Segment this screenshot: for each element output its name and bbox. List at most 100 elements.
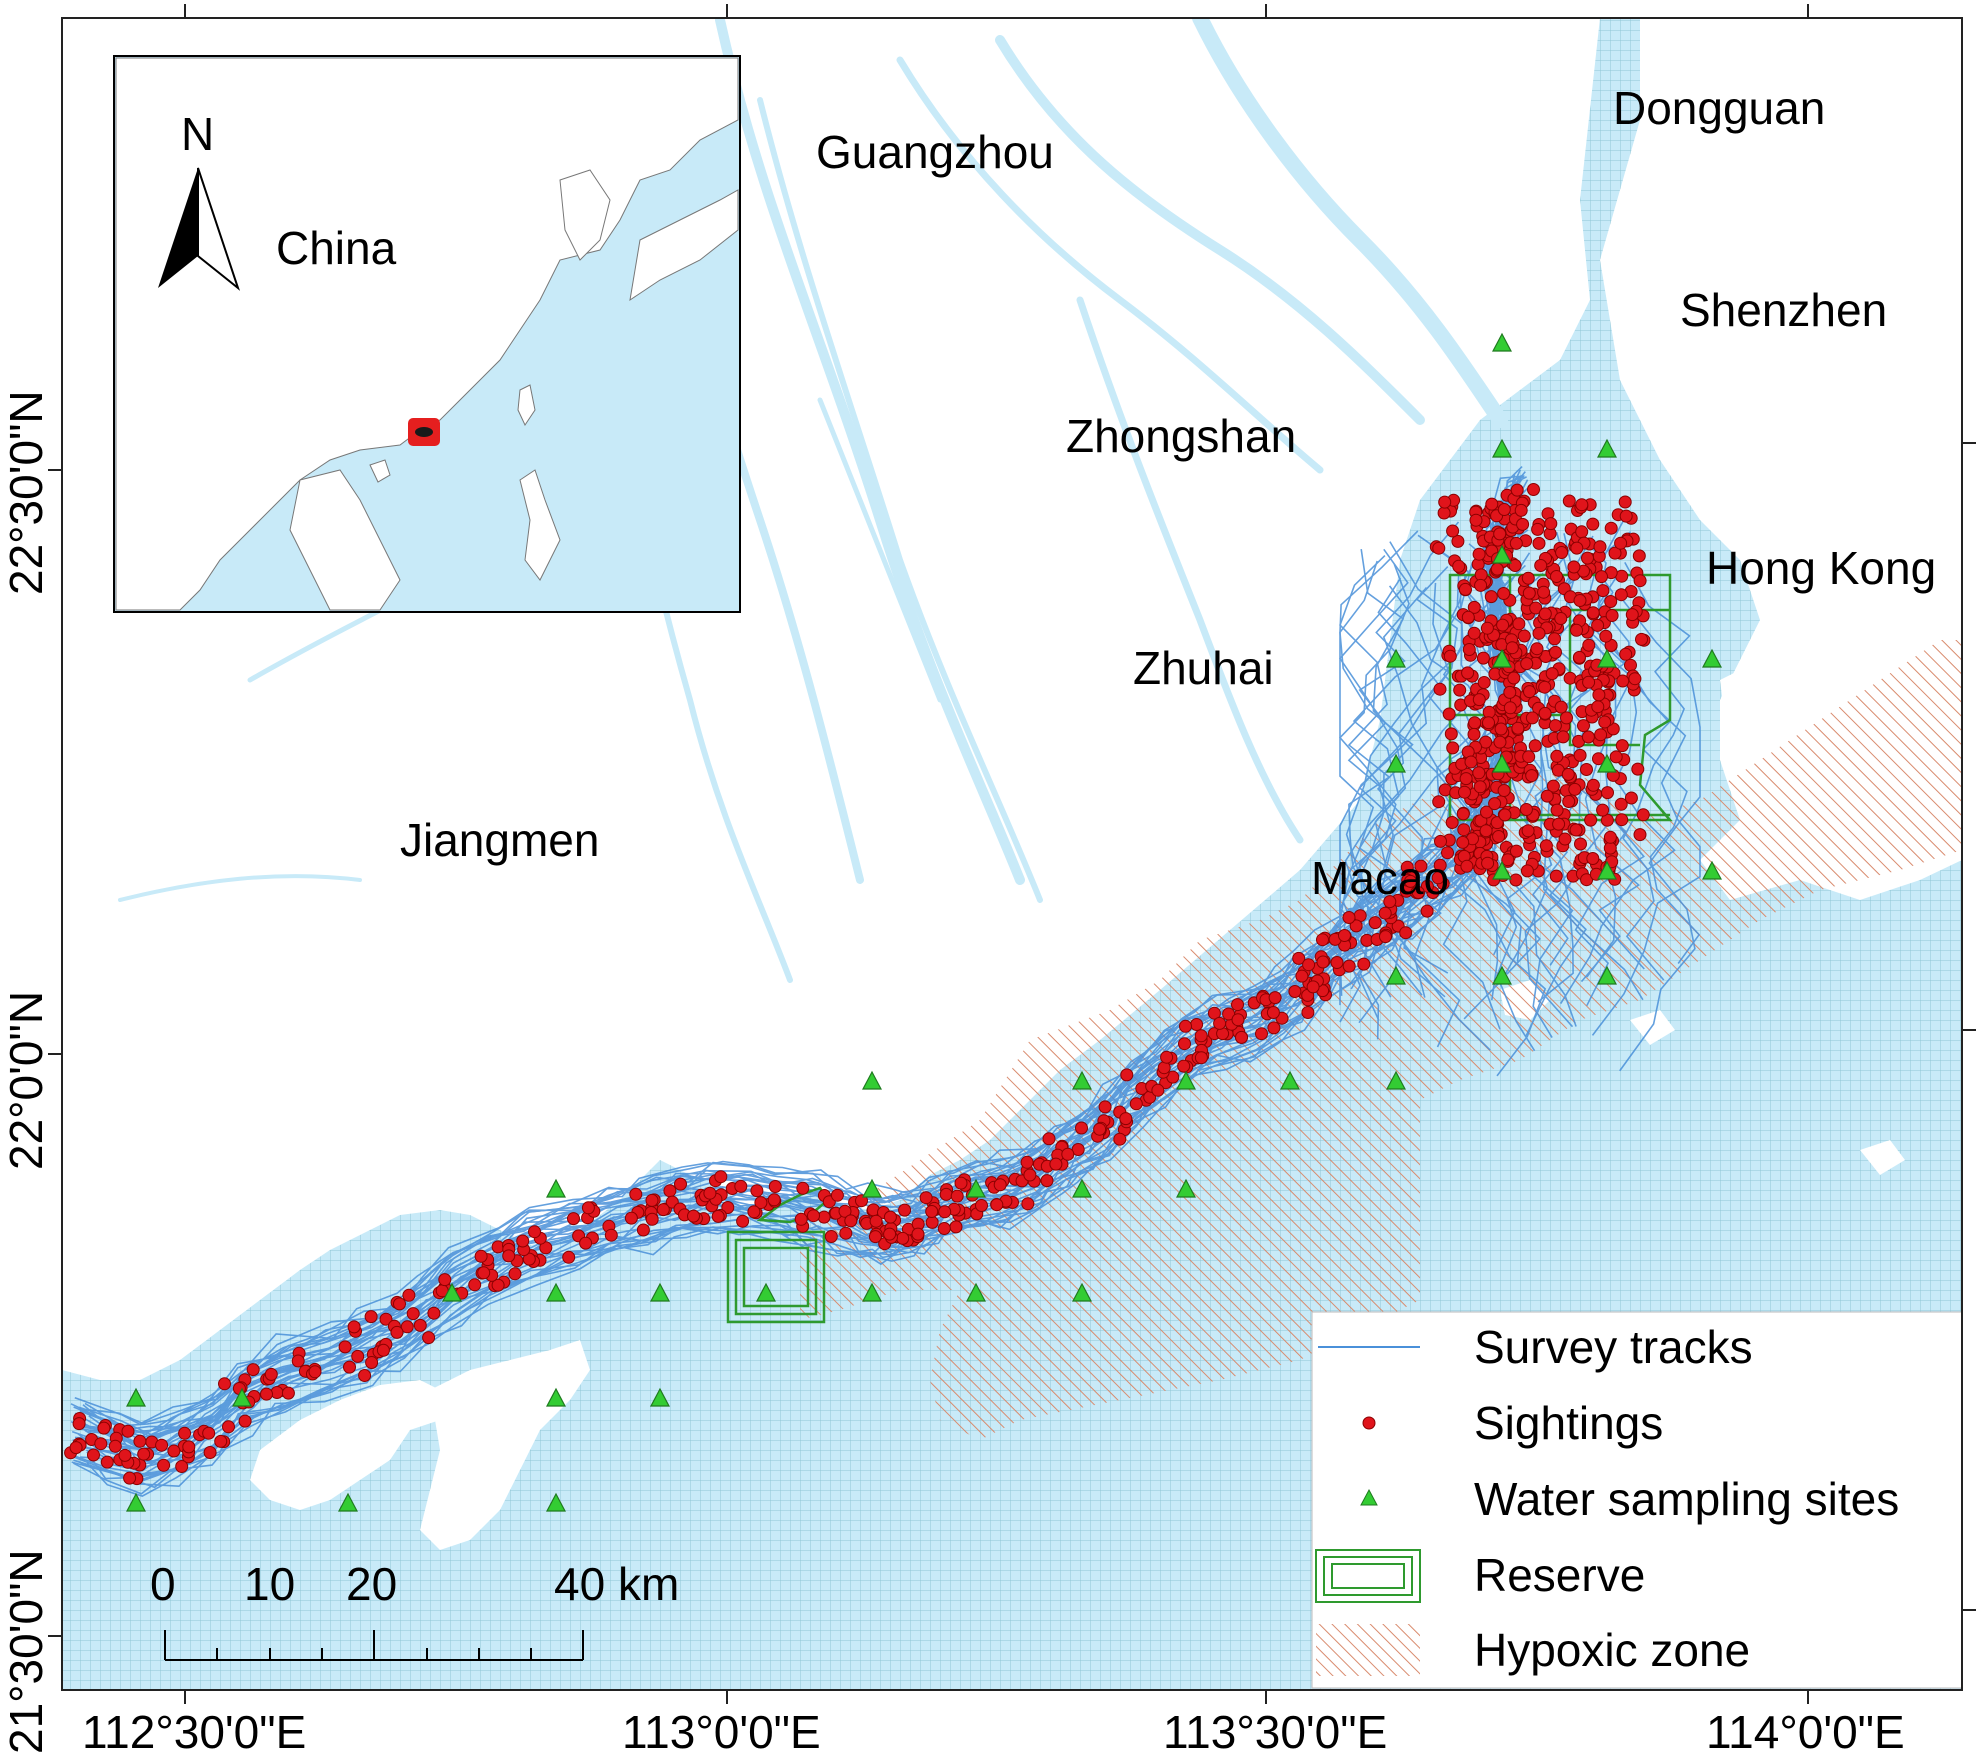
- sighting: [1548, 632, 1561, 646]
- sighting: [1503, 701, 1517, 715]
- sighting: [376, 1343, 390, 1357]
- sighting: [1442, 707, 1456, 721]
- sighting: [1609, 750, 1623, 764]
- sighting: [711, 1209, 725, 1223]
- legend-label-sightings: Sightings: [1474, 1397, 1663, 1449]
- sighting: [291, 1354, 305, 1368]
- water-sampling-site: [1492, 438, 1512, 458]
- sighting: [1222, 1007, 1236, 1021]
- sighting: [178, 1426, 192, 1440]
- sighting: [516, 1234, 530, 1248]
- sighting: [1383, 895, 1397, 909]
- water-sampling-site: [650, 1282, 670, 1302]
- lat-label-22-00: 22°0'0"N: [0, 991, 52, 1170]
- sighting: [1472, 547, 1486, 561]
- sighting: [1441, 846, 1454, 860]
- sighting: [1462, 643, 1476, 656]
- sighting: [1461, 666, 1475, 680]
- sighting: [1042, 1132, 1056, 1146]
- water-sampling-site: [1492, 965, 1512, 985]
- city-label-macao: Macao: [1311, 852, 1449, 904]
- sighting: [1569, 823, 1583, 837]
- sighting: [1404, 874, 1417, 888]
- water-sampling-site: [1176, 1070, 1196, 1090]
- sighting: [1476, 651, 1490, 665]
- sighting: [100, 1455, 114, 1469]
- survey-track: [1618, 594, 1701, 1072]
- sighting: [1517, 629, 1531, 643]
- sighting: [1575, 525, 1589, 539]
- sightings: [64, 483, 1651, 1486]
- sighting: [1194, 1051, 1208, 1065]
- sighting: [1469, 513, 1483, 527]
- sighting: [214, 1434, 228, 1448]
- sighting: [1525, 769, 1539, 783]
- sighting: [1488, 797, 1502, 811]
- sighting: [1556, 730, 1570, 744]
- sighting: [1378, 906, 1392, 920]
- water-sampling-site: [1386, 753, 1406, 773]
- sighting: [1508, 559, 1522, 572]
- sighting: [734, 1179, 748, 1193]
- water-sampling-site: [1072, 1070, 1092, 1090]
- sighting: [502, 1249, 516, 1263]
- sighting: [468, 1278, 482, 1292]
- sighting: [830, 1188, 844, 1202]
- scale-label-20: 20: [346, 1558, 397, 1610]
- survey-track: [1338, 563, 1410, 996]
- sighting: [1604, 595, 1618, 608]
- sighting: [1411, 886, 1425, 899]
- sighting: [868, 1230, 882, 1244]
- sighting: [844, 1214, 858, 1228]
- sighting: [1534, 559, 1548, 572]
- water-sampling-site: [1597, 753, 1617, 773]
- water-sampling-site: [1386, 648, 1406, 668]
- sighting: [1537, 585, 1551, 599]
- sighting: [343, 1360, 356, 1374]
- sighting: [1255, 1027, 1268, 1041]
- water-sampling-site: [1492, 332, 1512, 352]
- sighting: [1633, 828, 1647, 842]
- sighting: [1179, 1019, 1192, 1033]
- water-sampling-site: [546, 1387, 566, 1407]
- inset-hainan: [369, 459, 391, 483]
- sighting: [1603, 841, 1617, 855]
- sighting: [1511, 721, 1525, 735]
- sighting: [1519, 803, 1533, 816]
- water-sampling-site: [1492, 860, 1512, 880]
- sighting: [1020, 1155, 1034, 1169]
- sighting: [308, 1365, 322, 1379]
- sighting: [1288, 985, 1302, 998]
- sighting: [898, 1203, 912, 1217]
- sighting: [1400, 860, 1414, 874]
- sighting: [118, 1448, 132, 1462]
- sighting: [1433, 858, 1447, 872]
- sighting: [1501, 853, 1515, 867]
- reserve-west: [726, 1186, 830, 1324]
- sighting: [1509, 536, 1523, 550]
- sighting: [824, 1230, 838, 1243]
- legend-label-survey-tracks: Survey tracks: [1474, 1321, 1753, 1373]
- sighting: [390, 1325, 404, 1339]
- water-sampling-site: [1386, 1070, 1406, 1090]
- sighting: [1521, 824, 1535, 838]
- sighting: [1554, 700, 1568, 714]
- lon-label-113-00: 113°0'0"E: [622, 1706, 821, 1754]
- sighting: [1530, 642, 1544, 656]
- sighting: [1538, 706, 1552, 720]
- sighting: [281, 1386, 295, 1400]
- sighting: [1527, 483, 1540, 496]
- sighting: [1614, 797, 1628, 811]
- sighting: [1061, 1147, 1075, 1161]
- city-label-zhuhai: Zhuhai: [1133, 642, 1274, 694]
- hypoxic-zone: [800, 640, 1962, 1440]
- sighting: [1460, 859, 1474, 873]
- sighting: [990, 1198, 1004, 1212]
- sighting: [1549, 869, 1563, 883]
- axis-ticks: [48, 4, 1976, 1704]
- sighting: [1023, 1168, 1037, 1182]
- sighting: [1618, 495, 1632, 509]
- water-sampling-triangle-icon: [1360, 1488, 1378, 1506]
- sighting: [1628, 672, 1642, 686]
- sighting: [508, 1267, 522, 1281]
